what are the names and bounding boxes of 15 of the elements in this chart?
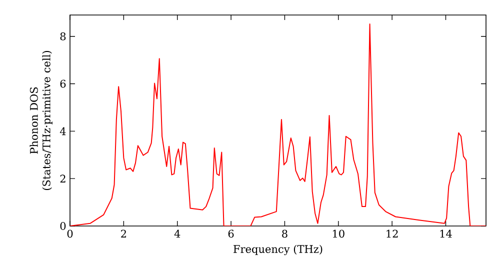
y-tick-label: 8 [60,32,66,40]
y-tick-label: 0 [60,222,66,230]
x-tick-label: 12 [386,230,398,238]
x-tick-label: 4 [174,230,180,238]
x-tick-label: 6 [228,230,234,238]
x-tick-label: 0 [67,230,73,238]
x-axis-title: Frequency (THz) [234,244,322,256]
y-tick-label: 6 [60,80,66,88]
x-tick-label: 2 [121,230,126,238]
x-tick-label: 8 [282,230,288,238]
y-tick-label: 2 [60,174,66,182]
x-tick-label: 10 [332,230,344,238]
y-axis-title: Phonon DOS (States/THz·primitive cell) [30,50,52,190]
y-tick-label: 4 [60,127,66,136]
x-tick-label: 14 [440,230,452,238]
